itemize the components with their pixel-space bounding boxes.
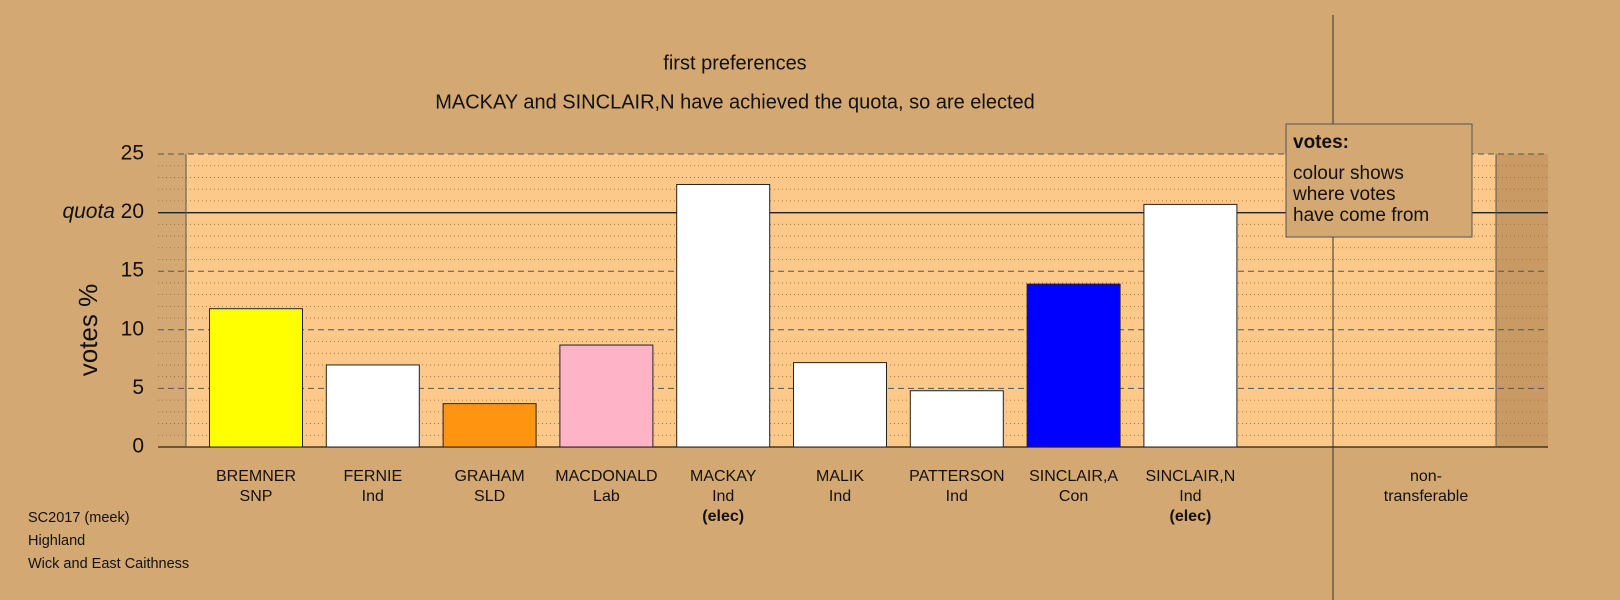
y-axis-label: votes % [73, 284, 103, 377]
x-tick-label: MACDONALD [555, 468, 657, 485]
y-tick-label: 0 [132, 435, 144, 458]
x-tick-label: PATTERSON [909, 468, 1004, 485]
bar [1143, 203, 1238, 448]
x-tick-party: Ind [829, 488, 851, 505]
y-tick-label: 5 [132, 376, 144, 399]
y-tick-label: 25 [121, 142, 144, 165]
x-tick-party: SNP [240, 488, 273, 505]
x-tick-party: Con [1059, 488, 1088, 505]
bar [325, 364, 420, 448]
y-tick-label: 15 [121, 259, 144, 282]
plot-margin [1496, 154, 1548, 447]
bar [1026, 283, 1121, 448]
bar [909, 390, 1004, 448]
bar [442, 403, 537, 448]
bar [559, 344, 654, 448]
y-tick-label: 20 [121, 200, 144, 223]
x-tick-label: MALIK [816, 468, 864, 485]
legend-box [1285, 123, 1473, 238]
bar [209, 308, 303, 448]
legend-text: where votes [1292, 184, 1395, 205]
x-tick-party: SLD [474, 488, 505, 505]
x-tick-label: GRAHAM [454, 468, 524, 485]
footer-text: Wick and East Caithness [28, 556, 189, 572]
bar [793, 362, 887, 448]
footer-text: SC2017 (meek) [28, 510, 130, 526]
x-tick-party: transferable [1384, 488, 1469, 505]
x-tick-party: Ind [946, 488, 968, 505]
x-tick-note: (elec) [1170, 508, 1212, 525]
x-tick-label: SINCLAIR,A [1029, 468, 1118, 485]
x-tick-party: Ind [712, 488, 734, 505]
bar [676, 183, 771, 448]
x-tick-note: (elec) [702, 508, 744, 525]
x-tick-label: non- [1410, 468, 1442, 485]
x-tick-party: Lab [593, 488, 620, 505]
legend-title: votes: [1293, 132, 1349, 153]
footer-text: Highland [28, 533, 85, 549]
y-tick-label: 10 [121, 317, 144, 340]
chart-subtitle: MACKAY and SINCLAIR,N have achieved the … [435, 91, 1035, 113]
legend-text: colour shows [1293, 163, 1404, 184]
x-tick-label: FERNIE [343, 468, 402, 485]
chart-title: first preferences [663, 52, 806, 74]
quota-label: quota [62, 200, 115, 223]
x-tick-label: SINCLAIR,N [1146, 468, 1236, 485]
legend-text: have come from [1293, 205, 1429, 226]
x-tick-label: MACKAY [690, 468, 757, 485]
plot-margin [158, 154, 186, 447]
x-tick-party: Ind [1179, 488, 1201, 505]
x-tick-label: BREMNER [216, 468, 296, 485]
x-tick-party: Ind [362, 488, 384, 505]
